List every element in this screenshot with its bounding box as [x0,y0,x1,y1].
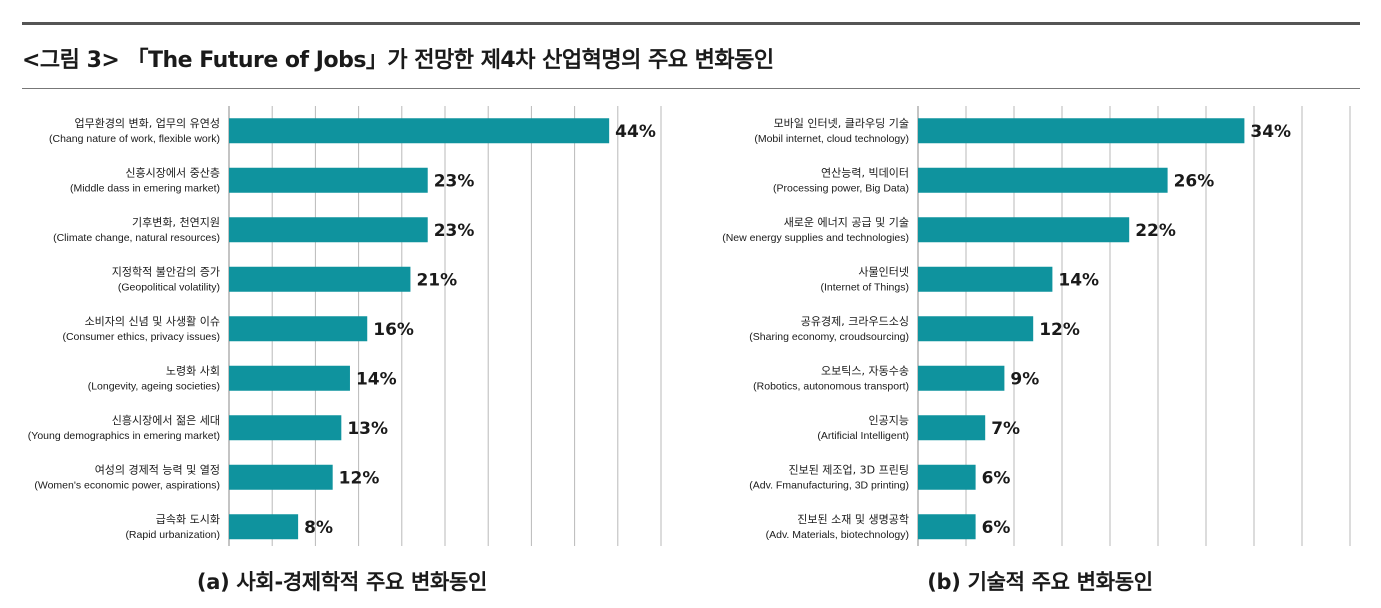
chart-b-caption: (b) 기술적 주요 변화동인 [927,570,1153,594]
chart-a-caption: (a) 사회-경제학적 주요 변화동인 [196,570,488,594]
chart-a-bar [229,514,299,540]
chart-a-category-label: 기후변화, 천연지원 [132,215,220,229]
chart-b-category-sublabel: (Adv. Materials, biotechnology) [766,529,909,541]
chart-b: 34% 모바일 인터넷, 클라우딩 기술 (Mobil internet, clou… [690,96,1381,558]
chart-b-category-label: 공유경제, 크라우드소싱 [801,315,909,328]
chart-b-category-label: 모바일 인터넷, 클라우딩 기술 [774,116,909,130]
chart-a-category-sublabel: (Middle dass in emering market) [70,182,220,194]
title-divider [22,88,1360,89]
chart-a-category-label: 노령화 사회 [166,364,220,377]
chart-b-category-label: 진보된 소재 및 생명공학 [797,513,909,526]
chart-b-value-label: 6% [982,518,1011,538]
chart-a-category-label: 신흥시장에서 중산층 [125,165,220,179]
chart-a-bar [229,167,428,193]
chart-a-category-label: 신흥시장에서 젊은 세대 [112,413,220,427]
chart-a-bar [229,316,368,342]
chart-a-value-label: 16% [373,320,414,340]
chart-b-category-sublabel: (Adv. Fmanufacturing, 3D printing) [749,479,909,491]
chart-a-bar [229,217,428,243]
chart-b-bar [918,217,1130,243]
chart-b-category-label: 연산능력, 빅데이터 [821,166,909,179]
chart-b-value-label: 6% [982,468,1011,488]
chart-b-value-label: 26% [1174,171,1215,191]
chart-a: 44% 업무환경의 변화, 업무의 유연성 (Chang nature of wor… [0,96,690,558]
chart-b-category-label: 인공지능 [869,414,909,427]
chart-b-bar [918,118,1245,144]
chart-a-value-label: 23% [434,221,475,241]
chart-b-bar [918,167,1168,193]
chart-b-category-label: 새로운 에너지 공급 및 기술 [784,216,909,229]
chart-b-value-label: 34% [1250,122,1291,142]
chart-b-category-sublabel: (Internet of Things) [820,281,909,293]
top-rule [22,22,1360,25]
chart-a-category-sublabel: (Climate change, natural resources) [53,232,220,244]
figure-title: <그림 3> 「The Future of Jobs」가 전망한 제4차 산업혁… [22,48,774,73]
chart-a-category-sublabel: (Young demographics in emering market) [28,430,220,442]
chart-a-bar [229,266,411,292]
chart-b-category-label: 사물인터넷 [858,265,909,278]
chart-b-category-sublabel: (Processing power, Big Data) [773,182,909,194]
chart-b-value-label: 14% [1058,270,1099,290]
chart-b-category-sublabel: (Mobil internet, cloud technology) [754,133,909,145]
chart-b-bar [918,316,1034,342]
chart-b-value-label: 7% [991,419,1020,439]
chart-a-value-label: 12% [339,468,380,488]
chart-b-bar [918,266,1053,292]
chart-a-bar [229,365,350,391]
chart-b-category-sublabel: (Artificial Intelligent) [817,430,909,442]
chart-a-value-label: 8% [304,518,333,538]
chart-b-bar [918,415,986,441]
chart-a-svg: 44% 업무환경의 변화, 업무의 유연성 (Chang nature of wor… [28,106,662,546]
chart-b-value-label: 12% [1039,320,1080,340]
chart-a-category-label: 지정학적 불안감의 증가 [112,265,220,278]
chart-a-value-label: 14% [356,369,397,389]
chart-a-category-label: 여성의 경제적 능력 및 열정 [95,463,220,476]
chart-a-category-sublabel: (Longevity, ageing societies) [88,380,220,392]
chart-a-category-sublabel: (Women's economic power, aspirations) [34,479,220,491]
chart-a-category-sublabel: (Geopolitical volatility) [118,281,220,293]
chart-b-svg: 34% 모바일 인터넷, 클라우딩 기술 (Mobil internet, clou… [722,106,1351,546]
chart-a-value-label: 23% [434,171,475,191]
chart-b-bar [918,514,976,540]
chart-a-category-label: 소비자의 신념 및 사생활 이슈 [85,314,220,328]
chart-a-category-sublabel: (Consumer ethics, privacy issues) [62,331,220,343]
chart-b-bar [918,365,1005,391]
chart-a-category-sublabel: (Rapid urbanization) [125,529,220,541]
chart-b-bar [918,464,976,490]
chart-a-bar [229,464,333,490]
chart-a-value-label: 13% [347,419,388,439]
chart-b-category-sublabel: (Robotics, autonomous transport) [753,380,909,392]
chart-a-bar [229,118,610,144]
chart-b-category-label: 진보된 제조업, 3D 프린팅 [788,463,909,476]
chart-b-value-label: 22% [1135,221,1176,241]
chart-a-value-label: 44% [615,122,656,142]
chart-a-category-label: 급속화 도시화 [156,513,220,526]
chart-b-category-sublabel: (New energy supplies and technologies) [722,232,909,244]
chart-a-value-label: 21% [416,270,457,290]
chart-a-category-label: 업무환경의 변화, 업무의 유연성 [74,117,220,130]
chart-a-category-sublabel: (Chang nature of work, flexible work) [49,133,220,145]
chart-b-value-label: 9% [1010,369,1039,389]
chart-b-category-sublabel: (Sharing economy, croudsourcing) [749,331,909,343]
chart-b-category-label: 오보틱스, 자동수송 [821,364,909,377]
chart-a-bar [229,415,342,441]
